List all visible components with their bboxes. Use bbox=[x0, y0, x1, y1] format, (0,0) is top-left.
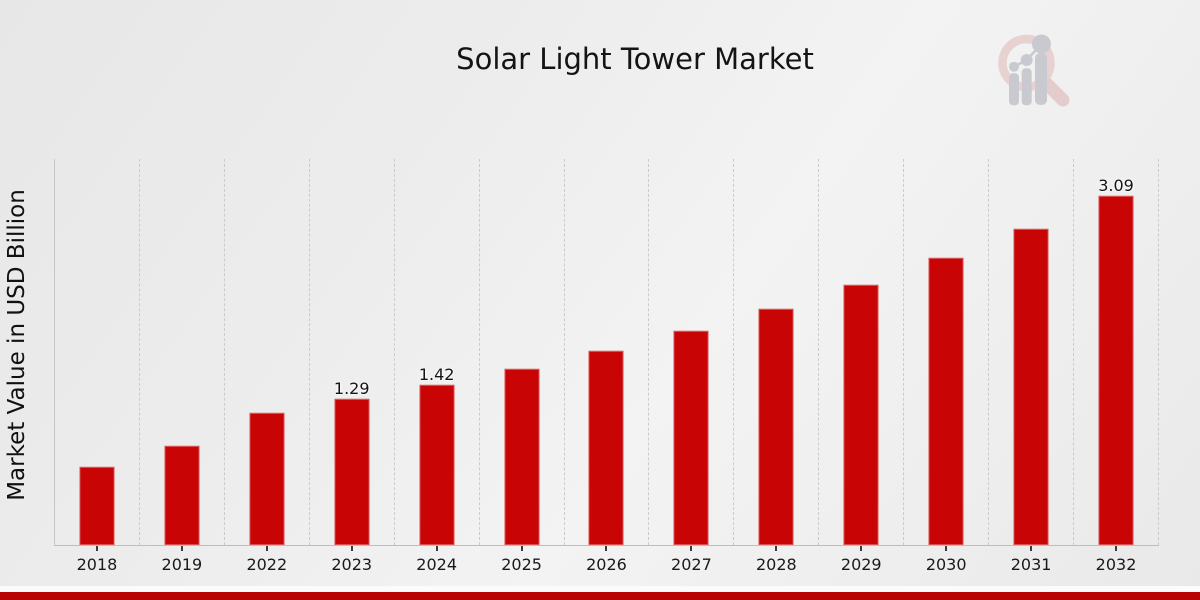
x-axis-label-2025: 2025 bbox=[501, 555, 542, 574]
x-axis-tick-2019 bbox=[180, 546, 183, 551]
chart-column-2030: 2030 bbox=[904, 159, 990, 574]
x-axis-tick-2025 bbox=[520, 546, 523, 551]
bar-2024: 1.42 bbox=[419, 365, 454, 545]
x-axis-label-2027: 2027 bbox=[671, 555, 712, 574]
bar-2022 bbox=[249, 411, 285, 545]
x-axis-tick-2022 bbox=[265, 546, 268, 551]
bar-2018 bbox=[79, 466, 115, 545]
x-axis-label-2024: 2024 bbox=[416, 555, 457, 574]
bar-2029 bbox=[843, 284, 879, 545]
bar-value-label-2032: 3.09 bbox=[1098, 176, 1134, 196]
x-axis-label-2023: 2023 bbox=[331, 555, 373, 574]
x-axis-tick-2027 bbox=[690, 546, 693, 551]
footer-red-band bbox=[0, 592, 1200, 600]
x-axis-tick-2029 bbox=[860, 546, 863, 551]
bar-value-label-2024: 1.42 bbox=[418, 364, 455, 384]
bar-2019 bbox=[164, 444, 200, 545]
x-axis-tick-2023 bbox=[350, 546, 353, 551]
chart-column-2025: 2025 bbox=[480, 159, 565, 574]
x-axis-label-2032: 2032 bbox=[1095, 555, 1137, 574]
bar-value-label-2023: 1.29 bbox=[333, 379, 370, 399]
x-axis-label-2026: 2026 bbox=[586, 555, 627, 574]
x-axis-label-2022: 2022 bbox=[246, 555, 288, 574]
x-axis-label-2019: 2019 bbox=[161, 555, 203, 574]
x-axis-label-2029: 2029 bbox=[840, 555, 882, 574]
x-axis-tick-2032 bbox=[1115, 546, 1118, 551]
x-axis-tick-2030 bbox=[945, 546, 948, 551]
chart-column-2027: 2027 bbox=[649, 159, 735, 574]
chart-column-2028: 2028 bbox=[734, 159, 820, 574]
chart-column-2032: 3.09 2032 bbox=[1074, 159, 1159, 574]
bar-2032: 3.09 bbox=[1098, 176, 1134, 545]
bar-2026 bbox=[588, 349, 624, 545]
x-axis-tick-2028 bbox=[775, 546, 778, 551]
bar-2023: 1.29 bbox=[334, 379, 370, 545]
chart-column-2029: 2029 bbox=[819, 159, 905, 574]
chart-column-2024: 1.42 2024 bbox=[395, 159, 480, 574]
chart-column-2018: 2018 bbox=[55, 159, 140, 574]
bar-2028 bbox=[758, 308, 794, 545]
chart-column-2026: 2026 bbox=[565, 159, 650, 574]
x-axis-label-2031: 2031 bbox=[1010, 555, 1052, 574]
x-axis-label-2028: 2028 bbox=[755, 555, 797, 574]
chart-column-2022: 2022 bbox=[225, 159, 310, 574]
magnifier-bar-chart-logo-icon bbox=[998, 34, 1070, 107]
x-axis-tick-2031 bbox=[1030, 546, 1033, 551]
bar-2031 bbox=[1013, 228, 1049, 545]
bar-2030 bbox=[928, 257, 964, 545]
footer-white-strip bbox=[0, 586, 1200, 592]
x-axis-label-2018: 2018 bbox=[76, 555, 118, 574]
chart-column-2023: 1.29 2023 bbox=[310, 159, 395, 574]
plot-area: 2018 2019 2022 1.29 2023 1.42 2024 2025 2026 2027… bbox=[54, 159, 1159, 574]
bar-2025 bbox=[504, 367, 540, 545]
chart-column-2031: 2031 bbox=[989, 159, 1075, 574]
y-axis-title: Market Value in USD Billion bbox=[4, 189, 30, 501]
chart-column-2019: 2019 bbox=[140, 159, 225, 574]
x-axis-tick-2018 bbox=[95, 546, 98, 551]
x-axis-label-2030: 2030 bbox=[925, 555, 967, 574]
chart-title: Solar Light Tower Market bbox=[456, 42, 814, 76]
x-axis-tick-2024 bbox=[435, 546, 438, 551]
bar-2027 bbox=[673, 329, 709, 545]
x-axis-tick-2026 bbox=[605, 546, 608, 551]
